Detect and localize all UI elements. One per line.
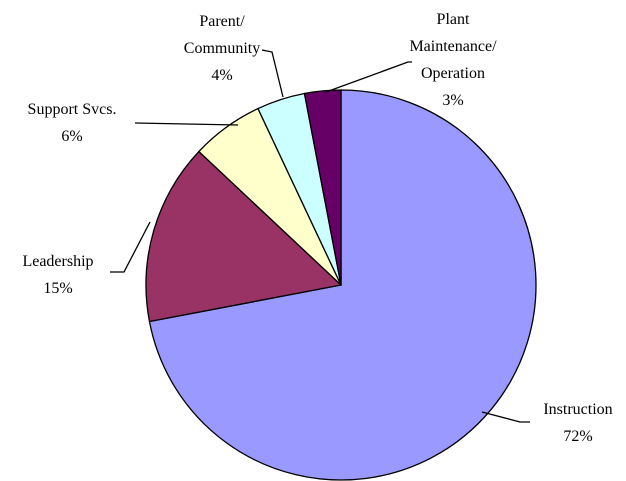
slice-label: Parent/ Community 4% [172, 8, 272, 89]
leader-line [325, 61, 412, 93]
category-label: Plant Maintenance/ Operation [409, 11, 497, 82]
value-label: 4% [211, 67, 233, 84]
pie-slice [303, 89, 342, 286]
value-label: 3% [442, 92, 464, 109]
leader-line [134, 122, 239, 126]
leader-line [481, 411, 530, 423]
slice-label: Instruction 72% [523, 396, 626, 450]
category-label: Instruction [543, 401, 613, 418]
slice-label: Plant Maintenance/ Operation 3% [398, 6, 508, 114]
pie-slice [148, 89, 537, 481]
value-label: 72% [563, 428, 593, 445]
value-label: 6% [61, 128, 83, 145]
slice-label: Leadership 15% [3, 248, 113, 302]
value-label: 15% [43, 280, 73, 297]
category-label: Parent/ Community [183, 13, 261, 57]
slice-label: Support Svcs. 6% [7, 96, 137, 150]
pie-slice [145, 150, 343, 323]
leader-line [110, 221, 151, 273]
category-label: Support Svcs. [27, 101, 117, 118]
category-label: Leadership [22, 253, 94, 270]
leader-line [261, 49, 284, 98]
